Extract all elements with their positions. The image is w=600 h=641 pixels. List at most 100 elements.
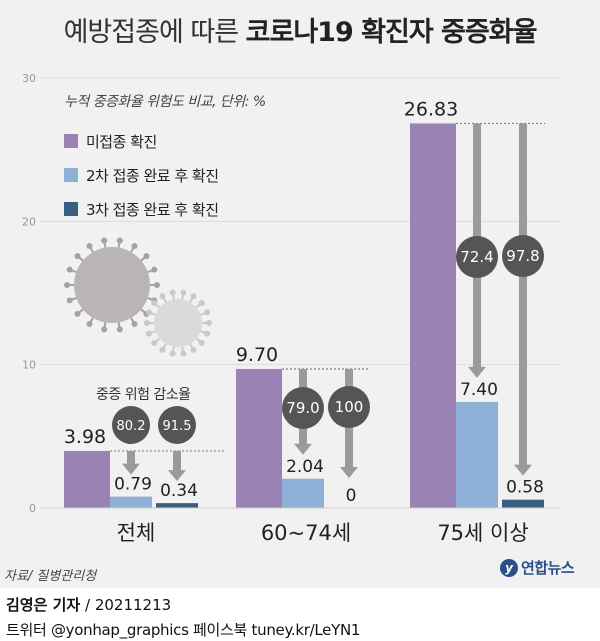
yonhap-logo: y 연합뉴스 <box>500 557 575 578</box>
data-label: 3.98 <box>64 426 106 448</box>
virus-icon-spike-tip <box>101 326 108 333</box>
reduction-caption: 중증 위험 감소율 <box>96 387 191 403</box>
reduction-bubble-label: 97.8 <box>506 247 539 265</box>
arrow-dose3-head <box>340 467 358 478</box>
bar <box>110 496 152 508</box>
legend-label: 미접종 확진 <box>86 132 157 151</box>
virus-small-icon-spike-tip <box>190 293 197 300</box>
virus-small-icon-spike-tip <box>204 330 211 337</box>
data-label: 0.34 <box>160 481 198 501</box>
x-category-label: 전체 <box>117 521 156 545</box>
chart-title: 예방접종에 따른 코로나19 확진자 중증화율 <box>0 10 600 49</box>
data-label: 2.04 <box>286 457 324 477</box>
virus-small-icon-spike-tip <box>159 346 166 353</box>
x-category-label: 60~74세 <box>261 521 351 545</box>
footer <box>0 588 600 641</box>
title-light: 예방접종에 따른 <box>63 17 239 48</box>
virus-small-icon-spike-tip <box>180 289 187 296</box>
virus-icon-spike-tip <box>154 282 160 288</box>
logo-text: 연합뉴스 <box>521 559 575 577</box>
bar <box>236 368 282 508</box>
arrow-dose2-shaft <box>127 450 135 465</box>
reduction-bubble-label: 80.2 <box>117 419 146 434</box>
author: 김영은 기자 <box>6 596 81 614</box>
virus-small-icon-spike-tip <box>159 293 166 300</box>
social-links: 트위터 @yonhap_graphics 페이스북 tuney.kr/LeYN1 <box>6 621 361 639</box>
reduction-bubble <box>282 387 324 429</box>
data-label: 9.70 <box>236 344 278 366</box>
legend-item-unvaccinated: 미접종 확진 <box>64 124 219 158</box>
reduction-bubble-label: 72.4 <box>460 248 493 266</box>
legend-label: 3차 접종 완료 후 확진 <box>86 200 219 219</box>
data-label: 26.83 <box>404 98 458 120</box>
virus-icon-spike-tip <box>74 310 81 317</box>
arrow-dose2-head <box>468 366 486 378</box>
virus-small-icon-spike-tip <box>145 309 152 316</box>
virus-icon-spike-tip <box>116 237 123 244</box>
bar <box>502 499 544 508</box>
data-label: 0 <box>346 486 357 506</box>
title-bold: 코로나19 확진자 중증화율 <box>245 17 538 48</box>
virus-small-icon-spike-tip <box>169 289 176 296</box>
virus-icon-spike-tip <box>131 320 138 327</box>
virus-small-icon-spike-tip <box>198 300 205 307</box>
reduction-bubble-label: 100 <box>335 398 364 416</box>
bar <box>156 503 198 508</box>
virus-small-icon-spike-tip <box>180 350 187 357</box>
virus-small-icon-spike-tip <box>169 350 176 357</box>
arrow-dose3-shaft <box>173 450 181 472</box>
reduction-bubble-label: 91.5 <box>163 419 192 434</box>
virus-small-icon-spike-tip <box>198 339 205 346</box>
y-tick-label: 10 <box>22 359 36 372</box>
virus-icon-spike-tip <box>86 320 93 327</box>
bar <box>410 123 456 508</box>
data-label: 7.40 <box>460 380 498 400</box>
bar-chart: 0 10 20 30 3.98 0.79 0.34 9.70 2.04 0 26.83 7.40 0.5… <box>22 72 560 545</box>
virus-icon-spike-tip <box>101 237 108 244</box>
source-note: 자료/ 질병관리청 <box>4 569 97 584</box>
bar <box>64 450 110 508</box>
virus-icon-spike-tip <box>131 243 138 250</box>
bar <box>456 401 498 508</box>
virus-small-icon-spike-tip <box>144 320 150 326</box>
virus-icon <box>74 247 150 323</box>
legend-swatch <box>64 168 78 182</box>
virus-small-icon-spike-tip <box>151 300 158 307</box>
virus-icon-spike-tip <box>66 297 73 304</box>
virus-icon-spike-tip <box>143 253 150 260</box>
legend-swatch <box>64 134 78 148</box>
reduction-bubble <box>158 406 196 444</box>
legend-swatch <box>64 202 78 216</box>
virus-small-icon-spike-tip <box>204 309 211 316</box>
arrow-dose2-head <box>122 463 140 475</box>
y-tick-label: 20 <box>22 215 36 228</box>
data-label: 0.79 <box>114 475 152 495</box>
virus-small-icon-spike-tip <box>190 346 197 353</box>
reduction-bubble <box>328 386 370 428</box>
virus-icon-spike-tip <box>66 266 73 273</box>
virus-small-icon-spike-tip <box>145 330 152 337</box>
virus-icon-spike-tip <box>86 243 93 250</box>
reduction-bubble-label: 79.0 <box>286 399 319 417</box>
chart-subtitle: 누적 중증화율 위험도 비교, 단위: % <box>64 94 266 110</box>
virus-small-icon-spike-tip <box>206 320 212 326</box>
virus-icon-spike-tip <box>151 266 158 273</box>
legend: 미접종 확진 2차 접종 완료 후 확진 3차 접종 완료 후 확진 <box>64 124 219 226</box>
virus-small-icon-spike-tip <box>151 339 158 346</box>
logo-mark-icon: y <box>500 558 518 577</box>
virus-icon-spike-tip <box>64 282 70 288</box>
arrow-dose3-shaft <box>519 123 527 466</box>
arrow-dose3-head <box>168 470 186 482</box>
legend-item-dose2: 2차 접종 완료 후 확진 <box>64 158 219 192</box>
x-category-label: 75세 이상 <box>437 521 528 545</box>
legend-label: 2차 접종 완료 후 확진 <box>86 166 219 185</box>
virus-icon-spike-tip <box>116 326 123 333</box>
bar <box>282 478 324 508</box>
data-label: 0.58 <box>506 478 544 498</box>
arrow-dose2-head <box>294 443 312 455</box>
reduction-bubble <box>502 235 544 277</box>
y-tick-label: 30 <box>22 72 36 85</box>
credit-line: 김영은 기자 / 20211213 <box>6 596 172 614</box>
reduction-bubble <box>456 236 498 278</box>
